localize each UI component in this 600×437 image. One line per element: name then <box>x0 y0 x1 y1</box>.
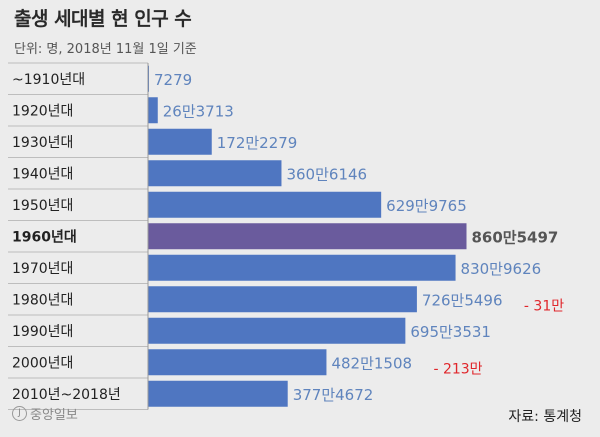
category-label: ~1910년대 <box>12 72 85 88</box>
source-note: 자료: 통계청 <box>508 409 582 425</box>
category-label: 1970년대 <box>12 261 73 277</box>
bar <box>148 128 212 155</box>
bar <box>148 380 288 407</box>
category-label: 1930년대 <box>12 135 73 151</box>
category-label: 1940년대 <box>12 166 73 182</box>
logo-text: 중앙일보 <box>30 408 78 423</box>
bar <box>148 223 467 250</box>
category-label: 2000년대 <box>12 355 73 371</box>
category-label: 1920년대 <box>12 103 73 119</box>
bar <box>148 254 456 281</box>
value-label: 726만5496 <box>422 291 503 309</box>
value-label: 172만2279 <box>217 134 298 152</box>
category-label: 2010년~2018년 <box>12 387 121 403</box>
category-label: 1950년대 <box>12 198 73 214</box>
bar <box>148 191 382 218</box>
value-label: 860만5497 <box>472 228 559 246</box>
annotation-label: - 213만 <box>433 361 482 377</box>
value-label: 482만1508 <box>331 354 412 372</box>
value-label: 377만4672 <box>293 386 374 404</box>
chart-subtitle: 단위: 명, 2018년 11월 1일 기준 <box>14 42 197 57</box>
bar <box>148 349 327 376</box>
chart-title: 출생 세대별 현 인구 수 <box>14 8 192 30</box>
category-label: 1990년대 <box>12 324 73 340</box>
value-label: 629만9765 <box>386 197 467 215</box>
value-label: 830만9626 <box>461 260 542 278</box>
logo-icon: J <box>12 406 27 421</box>
value-label: 695만3531 <box>410 323 491 341</box>
bar <box>148 160 282 187</box>
bar <box>148 97 158 124</box>
category-label: 1980년대 <box>12 292 73 308</box>
bar <box>148 317 406 344</box>
annotation-label: - 31만 <box>524 298 564 314</box>
value-label: 7279 <box>154 71 192 89</box>
value-label: 26만3713 <box>163 102 234 120</box>
value-label: 360만6146 <box>286 165 367 183</box>
publisher-logo: J 중앙일보 <box>12 404 78 423</box>
bar <box>148 286 417 313</box>
category-label: 1960년대 <box>12 229 77 245</box>
